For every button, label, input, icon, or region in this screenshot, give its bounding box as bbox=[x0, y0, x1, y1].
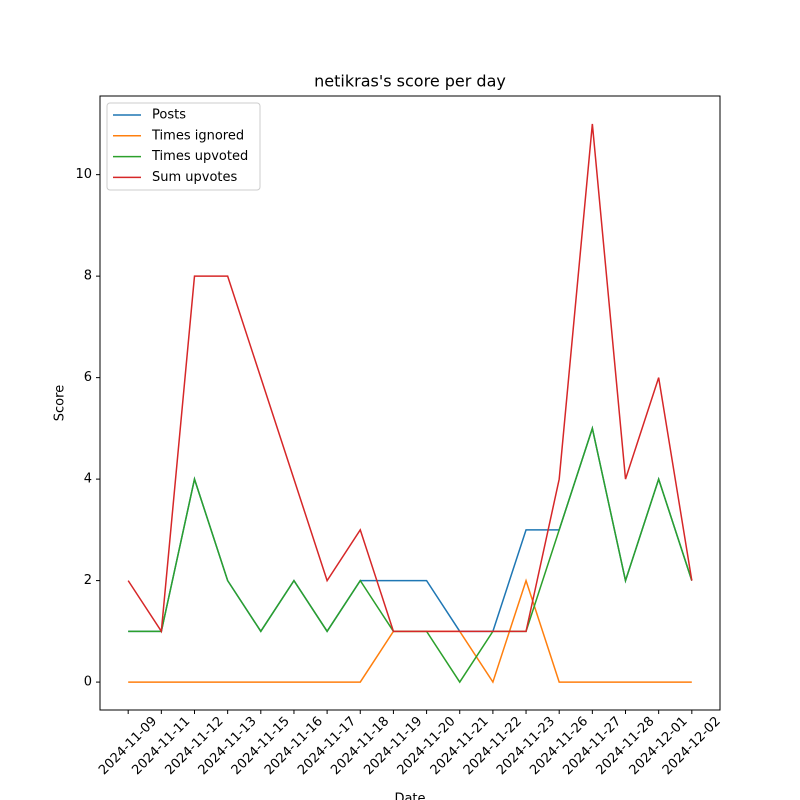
x-axis-label: Date bbox=[394, 792, 425, 800]
y-tick-label: 2 bbox=[84, 573, 92, 588]
series-line bbox=[127, 123, 693, 634]
y-tick-label: 6 bbox=[84, 370, 92, 385]
legend-label: Times ignored bbox=[151, 128, 244, 143]
y-tick-label: 4 bbox=[84, 472, 92, 487]
legend-label: Posts bbox=[152, 108, 186, 123]
y-tick-label: 0 bbox=[84, 675, 92, 690]
y-axis-label: Score bbox=[53, 385, 68, 421]
plot-frame bbox=[99, 95, 721, 711]
legend-label: Sum upvotes bbox=[152, 170, 238, 185]
y-tick-label: 8 bbox=[84, 269, 92, 284]
legend-box bbox=[106, 102, 261, 191]
chart-title: netikras's score per day bbox=[314, 72, 506, 91]
series-line bbox=[128, 425, 693, 633]
legend-label: Times upvoted bbox=[151, 149, 248, 164]
y-tick-label: 10 bbox=[75, 167, 92, 182]
series-line bbox=[128, 425, 693, 684]
